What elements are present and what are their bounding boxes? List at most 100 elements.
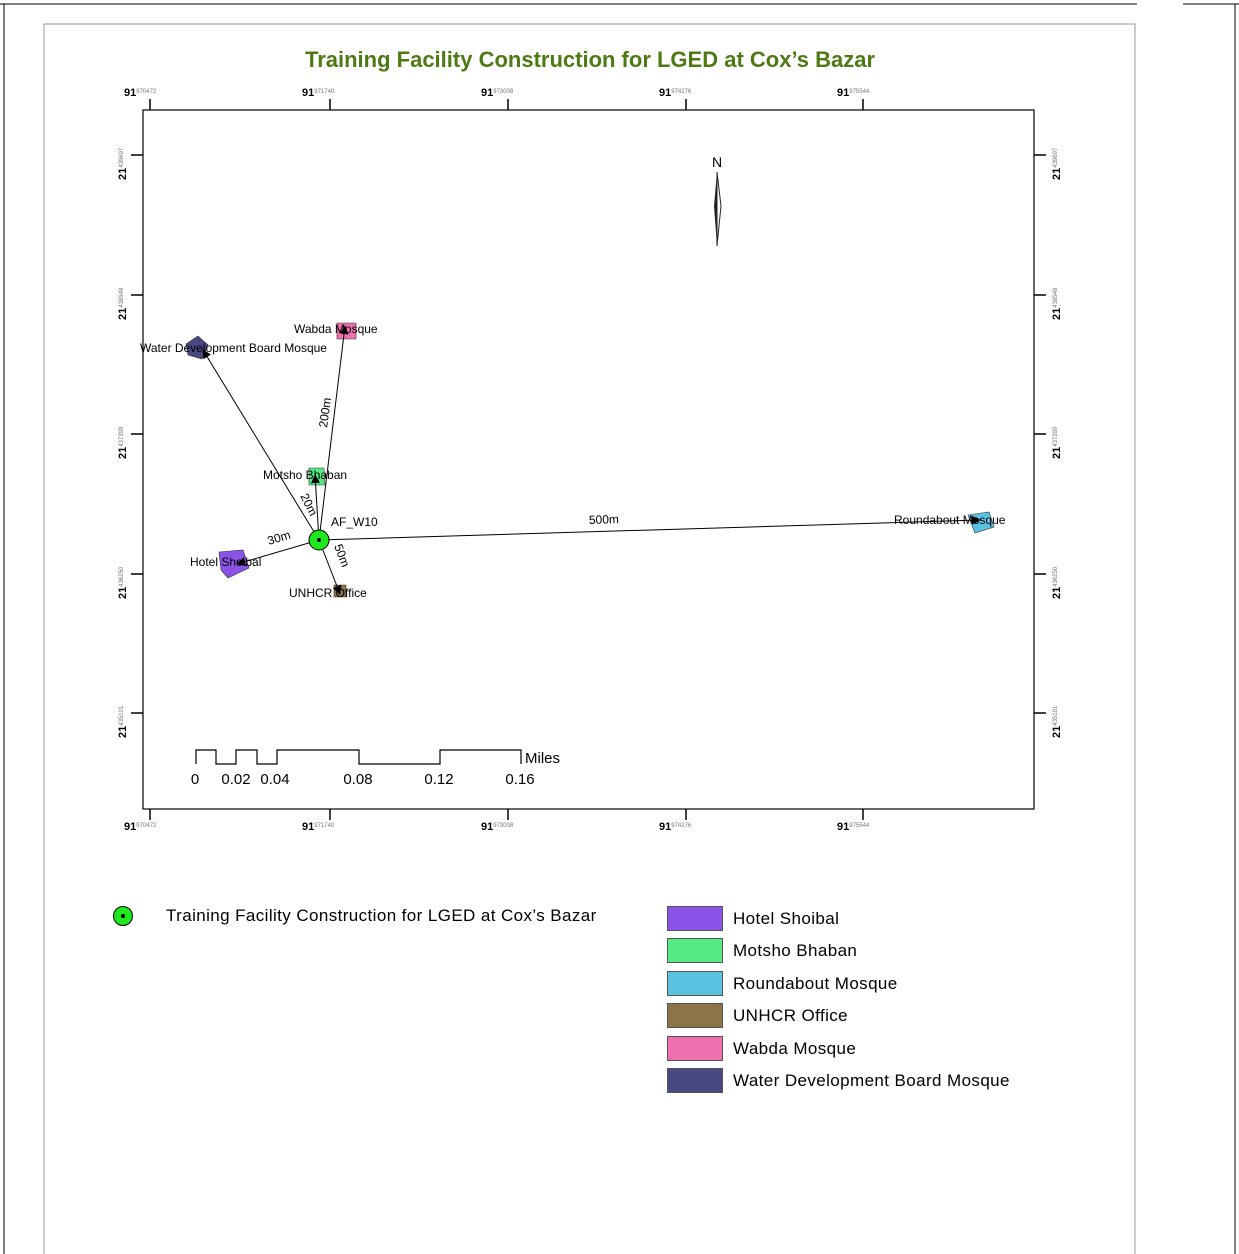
lat-label-right-1: 21439697 bbox=[1051, 147, 1063, 180]
lon-label-bottom-2: 91971740 bbox=[302, 821, 335, 833]
legend-swatch-wdb-mosque bbox=[667, 1068, 723, 1093]
lon-minor-top-1: 970472 bbox=[136, 89, 157, 95]
lat-label-left-4: 21436250 bbox=[117, 566, 129, 599]
lat-major-left-1: 21 bbox=[117, 168, 129, 180]
lon-major-top-5: 91 bbox=[837, 87, 849, 99]
lat-major-left-4: 21 bbox=[117, 587, 129, 599]
af-w10-point[interactable] bbox=[308, 529, 330, 551]
lat-major-left-3: 21 bbox=[117, 447, 129, 459]
legend-swatch-motsho-bhaban bbox=[667, 938, 723, 963]
legend-point-entry: Training Facility Construction for LGED … bbox=[113, 906, 597, 926]
label-motsho-bhaban: Motsho Bhaban bbox=[263, 468, 347, 482]
scale-bar-segments bbox=[195, 749, 522, 765]
map-frame bbox=[142, 109, 1035, 810]
legend-swatch-wabda-mosque bbox=[667, 1036, 723, 1061]
lat-minor-right-1: 439697 bbox=[1053, 147, 1059, 168]
lon-minor-top-3: 973008 bbox=[493, 89, 514, 95]
lat-minor-left-4: 436250 bbox=[119, 566, 125, 587]
label-wabda-mosque: Wabda Mosque bbox=[294, 322, 378, 336]
lat-major-right-1: 21 bbox=[1051, 168, 1063, 180]
north-arrow-shaft-dark bbox=[714, 172, 717, 246]
lon-label-top-1: 91970472 bbox=[124, 87, 157, 99]
lon-major-bottom-3: 91 bbox=[481, 821, 493, 833]
label-wdb-mosque: Water Development Board Mosque bbox=[140, 341, 327, 355]
lon-label-top-5: 91975544 bbox=[837, 87, 870, 99]
legend-label-wdb-mosque: Water Development Board Mosque bbox=[733, 1070, 1010, 1090]
legend-label-motsho-bhaban: Motsho Bhaban bbox=[733, 940, 858, 960]
lon-minor-bottom-4: 974276 bbox=[671, 823, 692, 829]
lat-minor-right-2: 438548 bbox=[1053, 287, 1059, 308]
distance-lines bbox=[202, 325, 981, 595]
lat-major-left-5: 21 bbox=[117, 726, 129, 738]
legend-swatch-hotel-shoibal bbox=[667, 906, 723, 931]
scale-unit: Miles bbox=[525, 750, 560, 767]
scale-tick-5: 0.16 bbox=[505, 771, 534, 788]
lon-minor-top-5: 975544 bbox=[849, 89, 870, 95]
legend-swatch-roundabout-mosque bbox=[667, 971, 723, 996]
lon-minor-bottom-1: 970472 bbox=[136, 823, 157, 829]
lat-major-left-2: 21 bbox=[117, 308, 129, 320]
lat-label-right-5: 21435101 bbox=[1051, 705, 1063, 738]
lon-label-bottom-1: 91970472 bbox=[124, 821, 157, 833]
lat-major-right-4: 21 bbox=[1051, 587, 1063, 599]
label-af-w10: AF_W10 bbox=[331, 515, 378, 529]
label-unhcr-office: UNHCR Office bbox=[289, 586, 367, 600]
legend-item-wdb-mosque: Water Development Board Mosque bbox=[667, 1068, 1010, 1093]
lon-label-top-2: 91971740 bbox=[302, 87, 335, 99]
lat-major-right-2: 21 bbox=[1051, 308, 1063, 320]
legend-item-hotel-shoibal: Hotel Shoibal bbox=[667, 906, 839, 931]
hotel-shoibal-polygon[interactable] bbox=[218, 549, 250, 579]
lat-minor-right-4: 436250 bbox=[1053, 566, 1059, 587]
scale-tick-3: 0.08 bbox=[343, 771, 372, 788]
legend-item-motsho-bhaban: Motsho Bhaban bbox=[667, 938, 857, 963]
lon-minor-top-4: 974276 bbox=[671, 89, 692, 95]
label-roundabout-mosque: Roundabout Mosque bbox=[894, 513, 1006, 527]
legend-label-unhcr-office: UNHCR Office bbox=[733, 1005, 849, 1025]
lon-major-top-4: 91 bbox=[659, 87, 671, 99]
legend-label-roundabout-mosque: Roundabout Mosque bbox=[733, 973, 898, 993]
lat-label-right-2: 21438548 bbox=[1051, 287, 1063, 320]
lon-minor-bottom-5: 975544 bbox=[849, 823, 870, 829]
legend-item-unhcr-office: UNHCR Office bbox=[667, 1003, 848, 1028]
label-hotel-shoibal: Hotel Shoibal bbox=[190, 555, 261, 569]
line-to-hotel bbox=[236, 539, 320, 567]
lat-label-left-5: 21435101 bbox=[117, 705, 129, 738]
legend-point-label: Training Facility Construction for LGED … bbox=[166, 906, 597, 925]
lon-minor-bottom-3: 973008 bbox=[493, 823, 514, 829]
lat-minor-right-5: 435101 bbox=[1053, 705, 1059, 726]
lat-major-right-3: 21 bbox=[1051, 447, 1063, 459]
lon-major-bottom-4: 91 bbox=[659, 821, 671, 833]
legend-item-roundabout-mosque: Roundabout Mosque bbox=[667, 971, 898, 996]
lon-label-bottom-5: 91975544 bbox=[837, 821, 870, 833]
lat-major-right-5: 21 bbox=[1051, 726, 1063, 738]
lat-label-left-1: 21439697 bbox=[117, 147, 129, 180]
scale-tick-0: 0 bbox=[191, 771, 199, 788]
lon-label-top-3: 91973008 bbox=[481, 87, 514, 99]
lat-label-right-3: 21437399 bbox=[1051, 426, 1063, 459]
legend-item-wabda-mosque: Wabda Mosque bbox=[667, 1036, 856, 1061]
legend-point-symbol bbox=[113, 906, 133, 926]
left-graticule: 21439697 21438548 21437399 21436250 2143… bbox=[117, 147, 143, 738]
line-to-wdb bbox=[202, 349, 320, 541]
legend-swatch-unhcr-office bbox=[667, 1003, 723, 1028]
line-to-motsho bbox=[311, 474, 320, 541]
lon-major-bottom-2: 91 bbox=[302, 821, 314, 833]
scale-tick-1: 0.02 bbox=[221, 771, 250, 788]
north-arrow-letter: N bbox=[712, 154, 722, 170]
lat-label-right-4: 21436250 bbox=[1051, 566, 1063, 599]
lon-major-bottom-5: 91 bbox=[837, 821, 849, 833]
lat-label-left-2: 21438548 bbox=[117, 287, 129, 320]
top-graticule: 91970472 91971740 91973008 91974276 9197… bbox=[124, 87, 870, 110]
af-w10-center-dot bbox=[317, 538, 321, 542]
lon-label-bottom-4: 91974276 bbox=[659, 821, 692, 833]
lon-major-top-2: 91 bbox=[302, 87, 314, 99]
distance-label-roundabout: 500m bbox=[589, 512, 619, 527]
lon-minor-bottom-2: 971740 bbox=[314, 823, 335, 829]
layout-frame bbox=[43, 23, 1136, 1254]
distance-label-hotel: 30m bbox=[266, 528, 292, 548]
scale-tick-4: 0.12 bbox=[424, 771, 453, 788]
lat-minor-left-2: 438548 bbox=[119, 287, 125, 308]
north-arrow-shaft-light bbox=[716, 171, 722, 247]
lat-minor-left-5: 435101 bbox=[119, 705, 125, 726]
